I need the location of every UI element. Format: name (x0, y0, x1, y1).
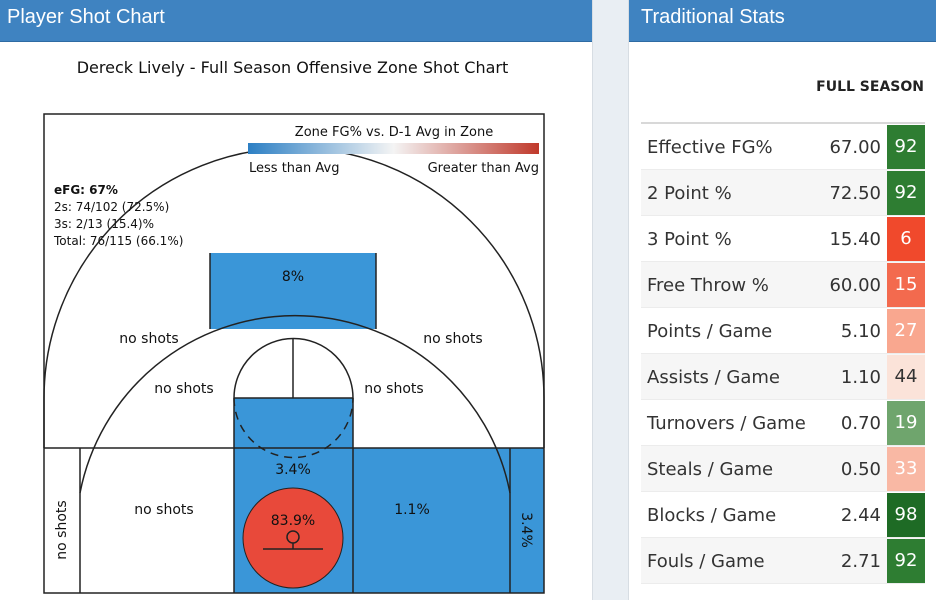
legend-gradient-bar (248, 143, 539, 154)
percentile-badge: 92 (887, 539, 925, 583)
top-three-zone (210, 253, 376, 329)
stat-label: Fouls / Game (647, 551, 765, 572)
stat-label: 2 Point % (647, 183, 732, 204)
stat-row: 2 Point % 72.50 92 (641, 170, 925, 216)
zone-label-left-baseline: no shots (134, 502, 193, 518)
summary-efg: eFG: 67% (54, 183, 118, 197)
stat-row: Effective FG% 67.00 92 (641, 124, 925, 170)
stat-label: Turnovers / Game (647, 413, 806, 434)
legend-high-label: Greater than Avg (428, 161, 539, 176)
stat-row: Assists / Game 1.10 44 (641, 354, 925, 400)
shot-chart-court: Zone FG% vs. D-1 Avg in Zone Less than A… (43, 113, 545, 594)
stat-value: 15.40 (829, 229, 881, 250)
stat-row: Turnovers / Game 0.70 19 (641, 400, 925, 446)
full-season-column-header: FULL SEASON (816, 79, 924, 95)
zone-label-left-corner: no shots (54, 500, 70, 559)
summary-threes: 3s: 2/13 (15.4)% (54, 217, 154, 231)
stat-value: 0.70 (840, 413, 881, 434)
stat-row: 3 Point % 15.40 6 (641, 216, 925, 262)
stat-value: 5.10 (840, 321, 881, 342)
percentile-badge: 92 (887, 125, 925, 169)
stat-row: Points / Game 5.10 27 (641, 308, 925, 354)
stat-row: Fouls / Game 2.71 92 (641, 538, 925, 584)
percentile-badge: 44 (887, 355, 925, 399)
percentile-badge: 15 (887, 263, 925, 307)
percentile-badge: 33 (887, 447, 925, 491)
zone-label-paint: 3.4% (275, 462, 311, 478)
zone-label-right-corner: 3.4% (518, 512, 534, 548)
stat-value: 2.44 (840, 505, 881, 526)
stat-row: Blocks / Game 2.44 98 (641, 492, 925, 538)
stat-value: 2.71 (840, 551, 881, 572)
zone-label-right-wing-three: no shots (423, 331, 482, 347)
percentile-badge: 98 (887, 493, 925, 537)
stat-value: 0.50 (840, 459, 881, 480)
percentile-badge: 27 (887, 309, 925, 353)
summary-total: Total: 76/115 (66.1%) (53, 234, 183, 248)
zone-label-right-baseline: 1.1% (394, 502, 430, 518)
summary-twos: 2s: 74/102 (72.5%) (54, 200, 169, 214)
stat-label: Free Throw % (647, 275, 769, 296)
stat-value: 1.10 (840, 367, 881, 388)
traditional-stats-header: Traditional Stats (629, 0, 936, 42)
right-baseline-zone (353, 448, 510, 593)
zone-label-restricted-area: 83.9% (271, 513, 315, 529)
stat-label: 3 Point % (647, 229, 732, 250)
stat-label: Effective FG% (647, 137, 773, 158)
zone-label-left-elbow: no shots (154, 381, 213, 397)
stat-row: Free Throw % 60.00 15 (641, 262, 925, 308)
stat-label: Blocks / Game (647, 505, 777, 526)
stat-label: Steals / Game (647, 459, 774, 480)
zone-label-right-elbow: no shots (364, 381, 423, 397)
stat-label: Assists / Game (647, 367, 780, 388)
stat-value: 72.50 (829, 183, 881, 204)
shot-chart-panel: Player Shot Chart Dereck Lively - Full S… (0, 0, 593, 600)
stat-value: 67.00 (829, 137, 881, 158)
shot-chart-header: Player Shot Chart (0, 0, 592, 42)
percentile-badge: 92 (887, 171, 925, 215)
percentile-badge: 6 (887, 217, 925, 261)
legend-title: Zone FG% vs. D-1 Avg in Zone (295, 125, 493, 140)
stats-table: Effective FG% 67.00 92 2 Point % 72.50 92 3 Po… (641, 122, 925, 584)
stat-row: Steals / Game 0.50 33 (641, 446, 925, 492)
zone-label-top-three: 8% (282, 269, 304, 285)
percentile-badge: 19 (887, 401, 925, 445)
restricted-area-zone (242, 487, 344, 589)
traditional-stats-panel: Traditional Stats FULL SEASON Effective … (628, 0, 936, 600)
right-corner-zone (510, 448, 544, 593)
stat-value: 60.00 (829, 275, 881, 296)
chart-title: Dereck Lively - Full Season Offensive Zo… (76, 58, 509, 77)
stat-label: Points / Game (647, 321, 773, 342)
zone-label-left-wing-three: no shots (119, 331, 178, 347)
legend-low-label: Less than Avg (249, 161, 339, 176)
